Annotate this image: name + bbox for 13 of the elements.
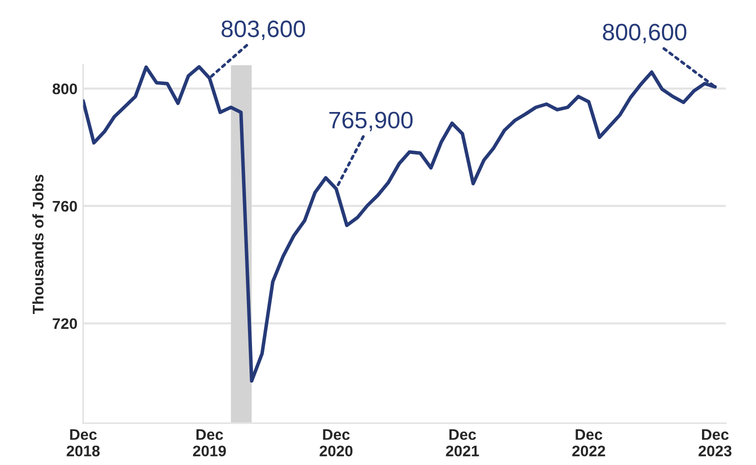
x-tick-label: Dec 2022: [572, 429, 606, 456]
y-tick-label: 720: [52, 318, 77, 330]
x-tick-label: Dec 2020: [320, 429, 352, 456]
annotation: 765,900: [329, 112, 413, 132]
annotation: 803,600: [222, 20, 305, 40]
y-axis-title: Thousands of Jobs: [32, 174, 44, 314]
x-tick-label: Dec 2019: [193, 429, 226, 456]
x-tick-label: Dec 2021: [446, 429, 479, 456]
x-tick-label: Dec 2018: [66, 429, 100, 456]
x-tick-label: Dec 2023: [698, 429, 732, 456]
y-tick-label: 800: [52, 83, 77, 94]
annotation: 800,600: [602, 24, 686, 44]
y-tick-label: 760: [52, 200, 77, 212]
